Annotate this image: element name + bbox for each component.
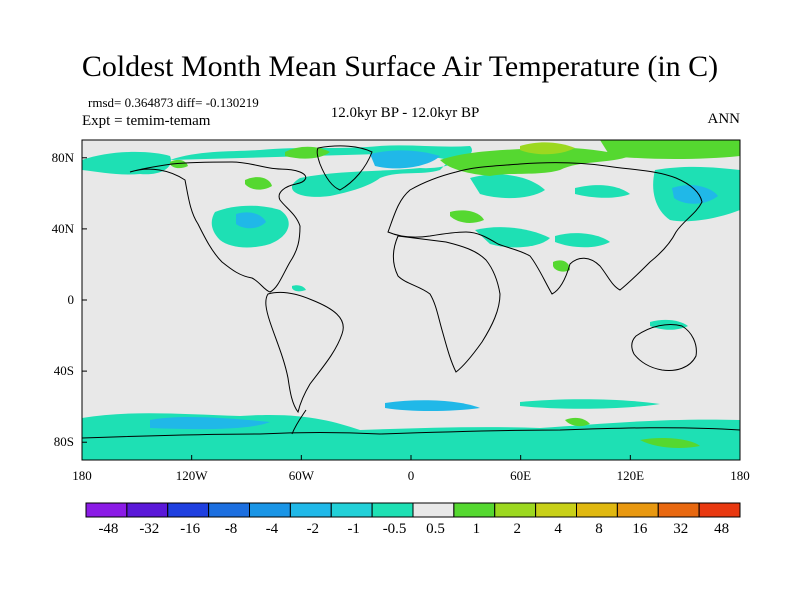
period-label: 12.0kyr BP - 12.0kyr BP <box>330 105 480 121</box>
lon-tick-label: 180 <box>72 468 92 483</box>
middle-east-cool-patch <box>555 233 610 248</box>
lat-tick-label: 80N <box>51 149 74 165</box>
colorbar-label: 16 <box>632 521 648 537</box>
map-background <box>82 140 740 460</box>
colorbar-swatch <box>208 502 250 518</box>
colorbar-label: -2 <box>306 521 320 537</box>
lon-tick-label: 120E <box>616 468 645 483</box>
tropical-cool-patch <box>292 285 306 292</box>
southern-ocean-cool-patch <box>82 435 300 460</box>
coastline-eurasia <box>387 162 703 295</box>
east-siberia-warm-patch <box>600 140 740 159</box>
lat-tick-label: 40S <box>53 363 74 379</box>
colorbar-label: 2 <box>513 521 521 537</box>
colorbar-label: -0.5 <box>382 521 407 537</box>
coastline-antarctica <box>82 427 740 439</box>
eurasia-warm-core <box>520 142 575 155</box>
colorbar-label: -8 <box>224 521 238 537</box>
southern-ocean-cool-patch <box>520 399 660 409</box>
southern-ocean-cool-patch <box>385 400 480 411</box>
lon-tick-label: 60W <box>288 468 314 483</box>
arctic-cool-core <box>370 150 440 169</box>
season-label: ANN <box>707 111 741 127</box>
north-america-cool-core <box>236 212 266 229</box>
colorbar-label: 4 <box>554 521 562 537</box>
colorbar-swatch <box>698 502 741 518</box>
colorbar-label: 32 <box>673 521 689 537</box>
colorbar-swatch <box>167 502 210 518</box>
coastline-australia <box>631 323 697 371</box>
colorbar-swatch <box>576 502 618 518</box>
colorbar-swatch <box>330 502 373 518</box>
coastline-south-america <box>265 291 344 414</box>
experiment-label: Expt = temim-temam <box>82 113 211 129</box>
colorbar-swatch <box>412 502 455 518</box>
india-warm-patch <box>553 260 570 272</box>
colorbar-swatch <box>535 502 577 518</box>
colorbar-label: 48 <box>714 521 730 537</box>
lon-tick-label: 0 <box>407 468 415 483</box>
canada-warm-patch <box>245 177 272 190</box>
anomaly-field <box>82 140 740 460</box>
southern-ocean-cool-patch <box>150 416 270 430</box>
colorbar-swatch <box>85 502 128 518</box>
colorbar <box>85 502 741 518</box>
colorbar-label: -16 <box>180 521 201 537</box>
colorbar-swatch <box>126 502 169 518</box>
lat-tick-label: 80S <box>53 434 74 450</box>
colorbar-label: 1 <box>472 521 481 537</box>
colorbar-swatch <box>494 502 537 518</box>
colorbar-swatch <box>371 502 414 518</box>
east-asia-cool-core <box>672 185 718 204</box>
antarctic-warm-patch <box>640 438 700 448</box>
lat-tick-label: 0 <box>67 292 75 307</box>
colorbar-label: -4 <box>265 521 279 537</box>
colorbar-swatch <box>657 502 700 518</box>
coastline-africa <box>393 235 501 373</box>
colorbar-label: 8 <box>595 521 603 537</box>
lon-tick-label: 180 <box>730 468 750 483</box>
siberia-cool-patch <box>470 174 545 199</box>
middle-east-cool-patch <box>475 227 550 248</box>
axis-ticks <box>81 157 741 460</box>
pacific-cool-patch <box>575 185 630 198</box>
southern-ocean-warm-patch <box>565 417 590 427</box>
stats-text: rmsd= 0.364873 diff= -0.130219 <box>88 95 259 110</box>
colorbar-label: -48 <box>98 521 119 537</box>
colorbar-swatch <box>616 502 659 518</box>
arctic-cool-patch <box>170 145 472 197</box>
greenland-warm-patch <box>285 146 330 159</box>
eurasia-warm-patch <box>440 147 630 176</box>
colorbar-label: -32 <box>139 521 160 537</box>
map-title: Coldest Month Mean Surface Air Temperatu… <box>81 50 719 83</box>
colorbar-swatch <box>453 502 496 518</box>
lon-tick-label: 60E <box>510 468 532 483</box>
colorbar-swatch <box>249 502 291 518</box>
north-pacific-warm-patch <box>170 159 188 169</box>
colorbar-label: -1 <box>347 521 360 537</box>
coastlines <box>82 145 740 439</box>
lat-tick-label: 40N <box>51 220 74 236</box>
coastline-antarctic-peninsula <box>291 409 307 435</box>
colorbar-label: 0.5 <box>426 521 445 537</box>
lon-tick-label: 120W <box>175 468 208 483</box>
central-asia-warm-patch <box>450 210 484 223</box>
coastline-north-america <box>129 161 307 293</box>
colorbar-swatch <box>289 502 332 518</box>
coastline-greenland <box>316 145 373 191</box>
